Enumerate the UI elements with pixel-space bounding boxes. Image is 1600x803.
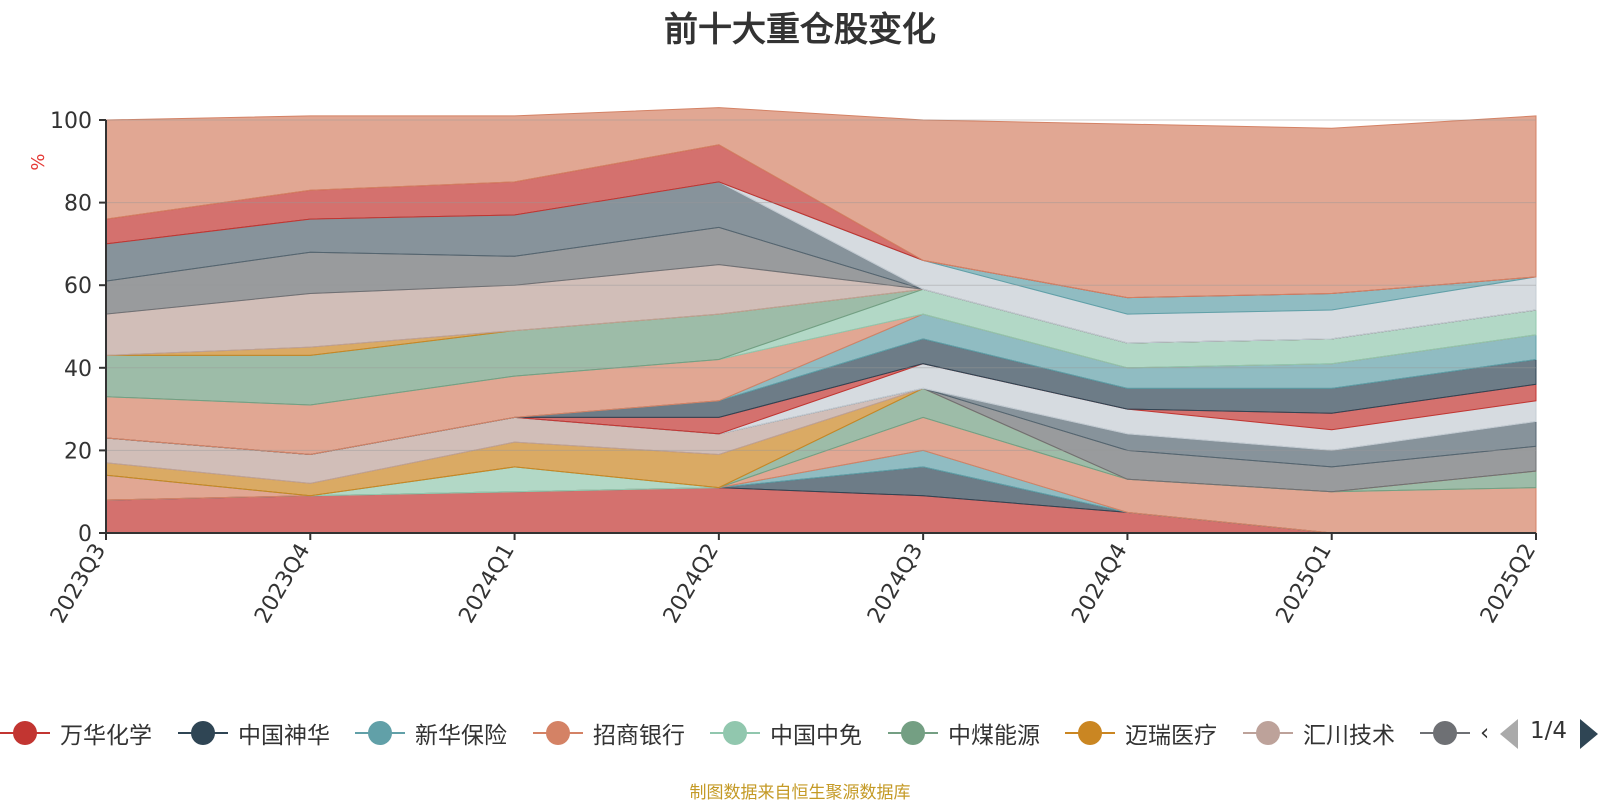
area-series-24[interactable] <box>105 107 1537 299</box>
legend-marker-icon <box>0 719 50 747</box>
x-tick-label: 2024Q3 <box>863 540 928 628</box>
x-tick-label: 2025Q2 <box>1476 540 1541 628</box>
axes <box>105 120 1536 534</box>
legend-label: 招商银行 <box>593 723 685 749</box>
x-tick-label: 2023Q3 <box>46 540 111 628</box>
legend-page-indicator: 1/4 <box>1530 718 1568 744</box>
legend-label: 中国中免 <box>770 723 862 749</box>
data-source-note: 制图数据来自恒生聚源数据库 <box>689 783 911 803</box>
legend-item[interactable]: 迈瑞医疗 <box>1065 715 1217 751</box>
legend-marker-icon <box>355 719 405 747</box>
y-tick-label: 100 <box>50 109 92 134</box>
legend-marker-icon <box>533 719 583 747</box>
area-series-group <box>105 107 1537 534</box>
legend-item[interactable]: 万华化学 <box>0 715 152 751</box>
legend-label: 汇川技术 <box>1303 723 1395 749</box>
legend-item[interactable]: 招商银行 <box>533 715 685 751</box>
legend-item[interactable]: 汇川技术 <box>1243 715 1395 751</box>
legend-marker-icon <box>178 719 228 747</box>
legend-marker-icon <box>1243 719 1293 747</box>
legend-marker-icon <box>710 719 760 747</box>
x-tick-label: 2024Q4 <box>1067 540 1132 628</box>
x-tick-label: 2024Q2 <box>659 540 724 628</box>
legend-label: ‹ <box>1480 720 1490 746</box>
legend-item[interactable]: 新华保险 <box>355 715 507 751</box>
legend: 万华化学 中国神华 新华保险 招商银行 中国中免 中煤能源 迈瑞医疗 汇川技术 ‹ <box>0 715 1490 755</box>
legend-prev-page-icon[interactable] <box>1500 719 1518 749</box>
x-tick-label: 2024Q1 <box>454 540 519 628</box>
legend-marker-icon <box>1420 719 1470 747</box>
legend-marker-icon <box>888 719 938 747</box>
y-axis-unit-label: % <box>28 153 49 170</box>
y-tick-label: 40 <box>64 357 92 382</box>
legend-label: 迈瑞医疗 <box>1125 723 1217 749</box>
x-tick-label: 2023Q4 <box>250 540 315 628</box>
legend-marker-icon <box>1065 719 1115 747</box>
y-tick-label: 80 <box>64 192 92 217</box>
legend-label: 中国神华 <box>238 723 330 749</box>
legend-label: 新华保险 <box>415 723 507 749</box>
chart-title: 前十大重仓股变化 <box>664 10 936 50</box>
y-tick-label: 60 <box>64 274 92 299</box>
legend-label: 万华化学 <box>60 723 152 749</box>
legend-item[interactable]: 中国神华 <box>178 715 330 751</box>
legend-item[interactable]: 中国中免 <box>710 715 862 751</box>
legend-label: 中煤能源 <box>948 723 1040 749</box>
legend-pager: 1/4 <box>1498 716 1600 752</box>
x-tick-label: 2025Q1 <box>1272 540 1337 628</box>
legend-item[interactable]: 中煤能源 <box>888 715 1040 751</box>
y-tick-label: 0 <box>78 522 92 547</box>
y-tick-label: 20 <box>64 439 92 464</box>
legend-next-page-icon[interactable] <box>1580 719 1598 749</box>
legend-item[interactable]: ‹ <box>1420 715 1489 751</box>
